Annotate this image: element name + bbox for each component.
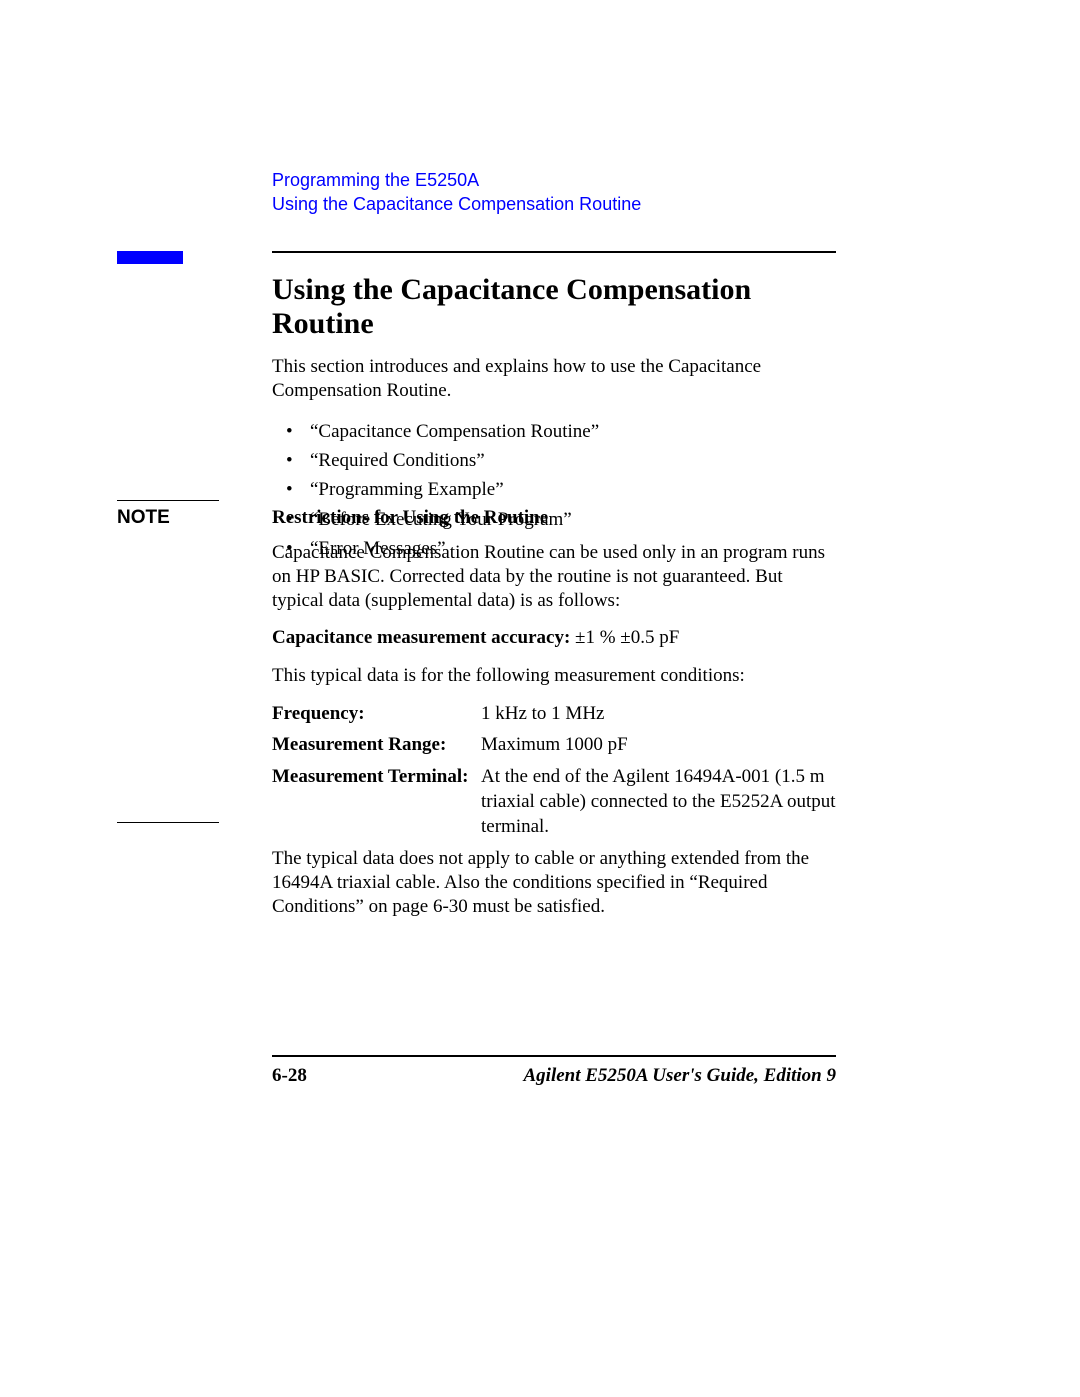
list-item: “Capacitance Compensation Routine” — [286, 417, 836, 446]
table-row: Frequency: 1 kHz to 1 MHz — [272, 702, 838, 727]
footer-rule — [272, 1055, 836, 1057]
accuracy-label: Capacitance measurement accuracy: — [272, 627, 570, 648]
note-label: NOTE — [117, 507, 170, 529]
breadcrumb-line-2[interactable]: Using the Capacitance Compensation Routi… — [272, 192, 641, 216]
accuracy-value: ±1 % ±0.5 pF — [570, 627, 679, 648]
note-paragraph-2: This typical data is for the following m… — [272, 664, 838, 688]
note-paragraph-3: The typical data does not apply to cable… — [272, 847, 838, 918]
condition-key: Measurement Terminal: — [272, 765, 481, 839]
note-block: Restrictions for Using the Routine Capac… — [272, 507, 838, 932]
note-heading: Restrictions for Using the Routine — [272, 507, 838, 529]
table-row: Measurement Terminal: At the end of the … — [272, 765, 838, 839]
section-marker-bar — [117, 251, 183, 264]
note-rule-bottom — [117, 822, 219, 823]
page-footer: 6-28 Agilent E5250A User's Guide, Editio… — [272, 1065, 836, 1087]
conditions-table: Frequency: 1 kHz to 1 MHz Measurement Ra… — [272, 702, 838, 839]
table-row: Measurement Range: Maximum 1000 pF — [272, 733, 838, 758]
accuracy-line: Capacitance measurement accuracy: ±1 % ±… — [272, 626, 838, 650]
document-page: Programming the E5250A Using the Capacit… — [0, 0, 1080, 1397]
note-paragraph-1: Capacitance Compensation Routine can be … — [272, 541, 838, 612]
guide-title: Agilent E5250A User's Guide, Edition 9 — [524, 1065, 837, 1087]
condition-value: Maximum 1000 pF — [481, 733, 838, 758]
condition-value: At the end of the Agilent 16494A-001 (1.… — [481, 765, 838, 839]
intro-paragraph: This section introduces and explains how… — [272, 355, 836, 403]
breadcrumb: Programming the E5250A Using the Capacit… — [272, 168, 641, 217]
list-item: “Programming Example” — [286, 475, 836, 504]
condition-value: 1 kHz to 1 MHz — [481, 702, 838, 727]
note-rule-top — [117, 500, 219, 501]
condition-key: Measurement Range: — [272, 733, 481, 758]
condition-key: Frequency: — [272, 702, 481, 727]
list-item: “Required Conditions” — [286, 446, 836, 475]
section-top-rule — [272, 251, 836, 253]
page-title: Using the Capacitance Compensation Routi… — [272, 273, 836, 341]
page-number: 6-28 — [272, 1065, 307, 1087]
breadcrumb-line-1[interactable]: Programming the E5250A — [272, 168, 641, 192]
